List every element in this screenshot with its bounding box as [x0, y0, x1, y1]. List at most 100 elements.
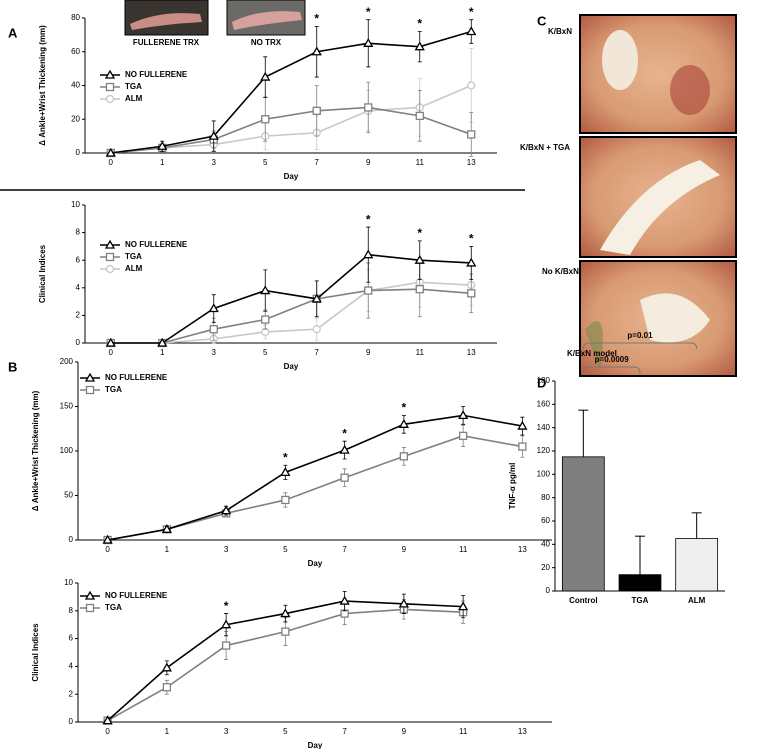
error-cap [461, 595, 466, 619]
legend-marker [105, 264, 115, 274]
legend-marker [85, 603, 95, 613]
significance-mark: * [314, 12, 319, 26]
x-tick-label: 0 [109, 158, 114, 167]
y-tick-label: 80 [71, 13, 80, 22]
data-point [364, 286, 373, 295]
significance-mark: * [417, 226, 422, 240]
error-cap [366, 19, 371, 68]
data-point [209, 325, 218, 334]
y-tick-label: 2 [69, 689, 74, 698]
y-tick-label: 8 [76, 228, 81, 237]
data-point [312, 106, 321, 115]
x-tick-label: 9 [366, 348, 371, 357]
x-tick-label: 9 [402, 727, 407, 736]
legend-label: TGA [105, 603, 122, 612]
data-point [208, 303, 219, 313]
legend-marker [104, 239, 116, 249]
y-axis-label: TNF-α pg/ml [508, 463, 517, 510]
y-tick-label: 4 [76, 283, 81, 292]
significance-mark: * [469, 5, 474, 19]
error-cap [461, 424, 466, 447]
x-tick-label: 1 [160, 158, 165, 167]
data-point [161, 662, 172, 672]
data-point [339, 595, 350, 605]
legend-marker [105, 94, 115, 104]
histology-image [579, 14, 737, 377]
x-tick-label: 0 [105, 727, 110, 736]
y-tick-label: 2 [76, 311, 81, 320]
y-tick-label: 100 [60, 446, 74, 455]
x-tick-label: 0 [105, 545, 110, 554]
data-point [102, 715, 113, 725]
x-tick-label: 13 [518, 545, 527, 554]
data-point [340, 473, 349, 482]
error-cap [469, 246, 474, 280]
error-cap [263, 56, 268, 98]
significance-bracket [582, 342, 698, 350]
y-tick-label: 20 [541, 563, 550, 572]
data-point [398, 418, 409, 428]
significance-mark: * [224, 599, 229, 613]
series-line [107, 414, 523, 541]
x-tick-label: 3 [224, 545, 229, 554]
error-cap [314, 317, 319, 341]
significance-mark: * [469, 232, 474, 246]
y-tick-label: 140 [537, 423, 551, 432]
significance-mark: * [366, 212, 371, 226]
panel-label: D [537, 375, 546, 390]
legend-label: ALM [125, 94, 143, 103]
x-tick-label: 7 [315, 158, 320, 167]
data-point [466, 257, 477, 267]
histology-label: K/BxN + TGA [520, 143, 570, 152]
y-axis-label: Δ Ankle+Wrist Thickening (mm) [31, 390, 40, 511]
y-tick-label: 50 [64, 491, 73, 500]
error-cap [342, 590, 347, 612]
significance-mark: * [366, 5, 371, 19]
y-tick-label: 8 [69, 606, 74, 615]
error-cap [469, 112, 474, 157]
panel-label: C [537, 13, 547, 28]
data-point [260, 285, 271, 295]
error-cap [401, 415, 406, 434]
y-tick-label: 40 [71, 81, 80, 90]
data-point [458, 431, 468, 441]
y-tick-label: 0 [76, 338, 81, 347]
y-tick-label: 0 [69, 717, 74, 726]
data-point [467, 81, 476, 90]
x-tick-label: 3 [224, 727, 229, 736]
legend-marker [104, 69, 116, 79]
error-cap [366, 226, 371, 283]
error-cap [224, 613, 229, 637]
data-point [221, 619, 232, 629]
x-tick-label: 7 [342, 727, 347, 736]
data-point [517, 420, 528, 430]
error-cap [520, 435, 525, 458]
error-cap [401, 593, 406, 614]
error-cap [366, 81, 371, 134]
x-tick-label: 7 [342, 545, 347, 554]
data-point [467, 289, 476, 298]
data-point [466, 26, 477, 36]
data-point [221, 641, 231, 650]
data-point [162, 683, 172, 692]
y-tick-label: 160 [537, 399, 551, 408]
data-point [280, 467, 291, 477]
y-tick-label: 200 [60, 357, 74, 366]
x-tick-label: 1 [165, 545, 170, 554]
x-tick-label: ALM [688, 596, 706, 605]
x-tick-label: 0 [109, 348, 114, 357]
data-point [339, 444, 350, 454]
y-tick-label: 6 [69, 634, 74, 643]
histology-label: K/BxN [548, 27, 572, 36]
data-point [415, 285, 424, 294]
data-point [105, 147, 116, 157]
data-point [398, 598, 409, 608]
y-tick-label: 20 [71, 114, 80, 123]
error-cap [314, 85, 319, 137]
y-tick-label: 120 [537, 446, 551, 455]
error-cap [417, 31, 422, 63]
photo-label: FULLERENE TRX [133, 38, 200, 47]
y-tick-label: 6 [76, 255, 81, 264]
x-tick-label: 11 [459, 545, 468, 554]
data-point [102, 534, 113, 544]
